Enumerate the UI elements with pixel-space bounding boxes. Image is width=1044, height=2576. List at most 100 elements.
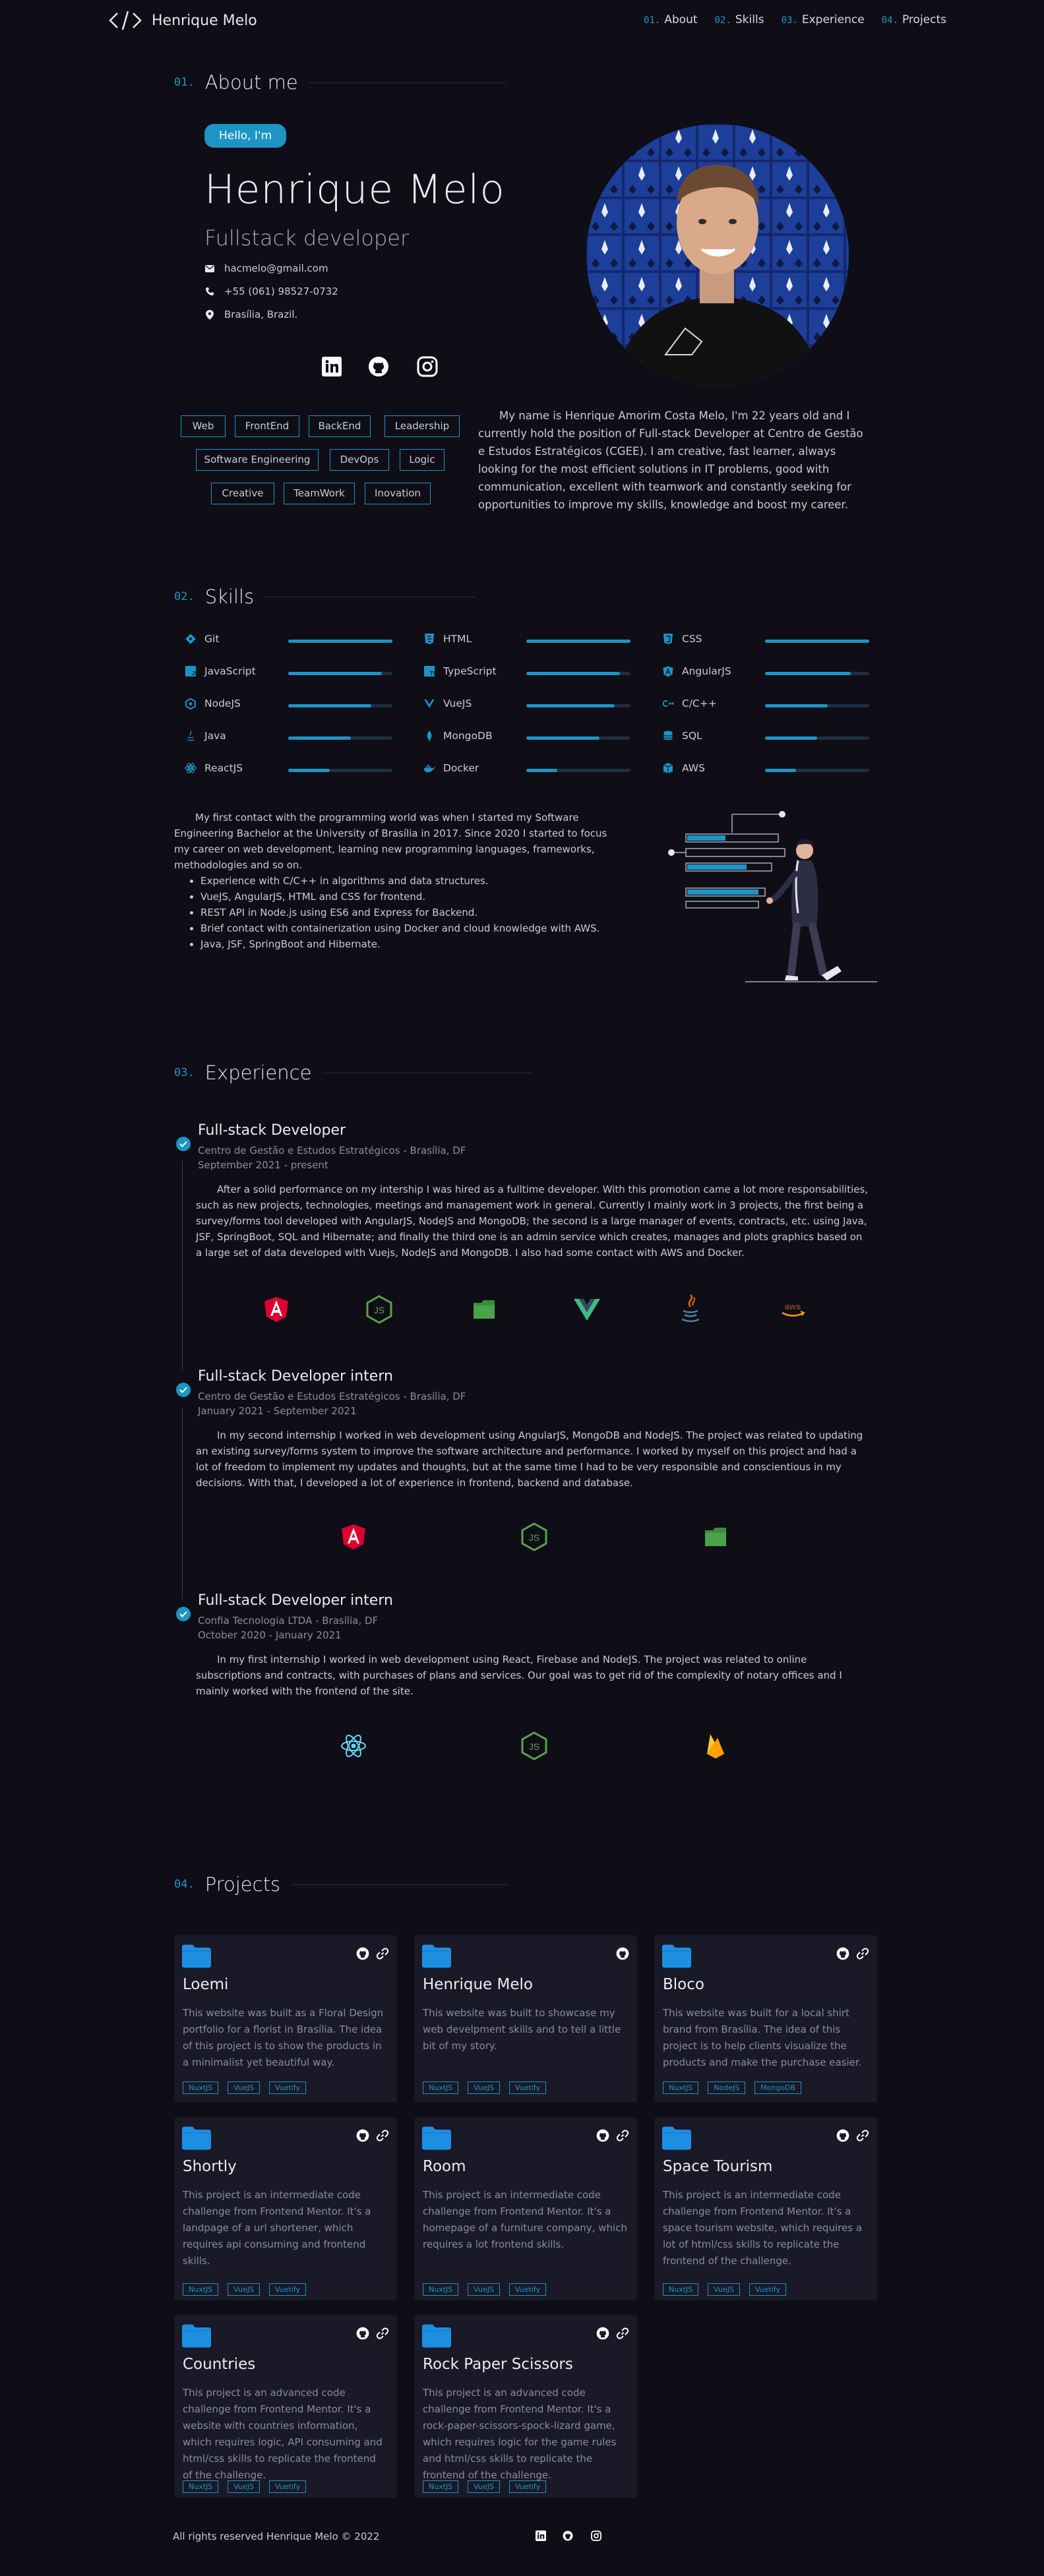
nav-skills[interactable]: 02. Skills <box>715 13 764 26</box>
skill-level-bar <box>765 736 869 740</box>
skill-label: Git <box>204 633 220 645</box>
tech-badge: VueJS <box>708 2283 740 2296</box>
tag-teamwork: TeamWork <box>284 483 355 504</box>
tech-badge: NuxtJS <box>423 2480 459 2493</box>
tech-badge: NuxtJS <box>663 2082 699 2094</box>
nav-about[interactable]: 01. About <box>644 13 698 26</box>
github-icon[interactable] <box>368 356 389 377</box>
external-link-icon[interactable] <box>616 2129 629 2145</box>
skill-level-fill <box>526 736 599 740</box>
instagram-icon[interactable] <box>417 356 438 377</box>
skill-level-fill <box>526 769 558 772</box>
hello-badge: Hello, I'm <box>204 124 287 148</box>
tech-badge: NuxtJS <box>663 2283 699 2296</box>
github-icon[interactable] <box>836 1947 849 1963</box>
linkedin-icon[interactable] <box>322 357 342 376</box>
skill-level-fill <box>765 769 797 772</box>
tag-creative: Creative <box>211 483 274 504</box>
github-icon[interactable] <box>356 2129 369 2145</box>
skill-vuejs: VueJS <box>423 698 472 709</box>
project-card[interactable]: Henrique Melo This website was built to s… <box>414 1935 637 2103</box>
skill-css: CSS <box>662 633 702 645</box>
nav-projects-num: 04. <box>881 15 898 26</box>
skill-javascript: JS JavaScript <box>185 665 256 677</box>
skill-c-c: C/C++ <box>662 698 717 709</box>
css-icon <box>662 633 674 645</box>
location-icon <box>204 309 215 320</box>
external-link-icon[interactable] <box>376 2129 389 2145</box>
project-description: This project is an intermediate code cha… <box>423 2189 627 2250</box>
nav-experience[interactable]: 03. Experience <box>782 13 865 26</box>
linkedin-icon[interactable] <box>536 2531 546 2541</box>
angular-icon <box>339 1522 368 1551</box>
typescript-icon: TS <box>423 665 435 677</box>
project-links <box>356 2129 389 2145</box>
skills-bullet: REST API in Node.js using ES6 and Expres… <box>200 905 616 920</box>
project-card[interactable]: Loemi This website was built as a Floral … <box>174 1935 397 2103</box>
tech-badge: Vuetify <box>269 2082 307 2094</box>
project-links <box>356 2327 389 2343</box>
contact-email-text: hacmelo@gmail.com <box>224 262 328 274</box>
github-icon[interactable] <box>616 1947 629 1963</box>
skill-level-bar <box>288 769 392 772</box>
skill-label: SQL <box>682 730 702 742</box>
mongodb-icon <box>423 730 435 742</box>
external-link-icon[interactable] <box>376 2327 389 2343</box>
react-icon <box>185 762 197 774</box>
nav-projects-label: Projects <box>902 13 946 26</box>
tech-badge: VueJS <box>468 2480 500 2493</box>
tag-leadership: Leadership <box>384 415 460 437</box>
angular-icon <box>662 665 674 677</box>
contact-phone[interactable]: +55 (061) 98527-0732 <box>204 285 338 297</box>
database-icon <box>662 730 674 742</box>
skill-level-bar <box>526 769 630 772</box>
project-title: Space Tourism <box>663 2158 773 2175</box>
project-card[interactable]: Countries This project is an advanced cod… <box>174 2315 397 2498</box>
project-card[interactable]: Bloco This website was built for a local … <box>654 1935 877 2103</box>
github-icon[interactable] <box>596 2129 609 2145</box>
instagram-icon[interactable] <box>591 2531 601 2541</box>
external-link-icon[interactable] <box>376 1947 389 1963</box>
project-card[interactable]: Room This project is an intermediate code… <box>414 2117 637 2300</box>
hero-name: Henrique Melo <box>204 166 505 213</box>
github-icon[interactable] <box>596 2327 609 2343</box>
project-description: This website was built as a Floral Desig… <box>183 2007 384 2068</box>
tag-web: Web <box>181 415 226 437</box>
tech-badge: NuxtJS <box>183 2283 219 2296</box>
github-icon[interactable] <box>356 1947 369 1963</box>
skill-label: TypeScript <box>443 665 497 677</box>
project-card[interactable]: Shortly This project is an intermediate c… <box>174 2117 397 2300</box>
folder-icon <box>182 2324 211 2348</box>
about-num: 01. <box>174 76 195 89</box>
skill-level-bar <box>765 640 869 643</box>
contact-email[interactable]: hacmelo@gmail.com <box>204 262 328 274</box>
svg-text:JS: JS <box>529 1741 539 1752</box>
skill-level-bar <box>526 704 630 707</box>
external-link-icon[interactable] <box>616 2327 629 2343</box>
tech-badge: Vuetify <box>749 2283 787 2296</box>
svg-text:TS: TS <box>430 671 435 676</box>
brand-logo[interactable]: Henrique Melo <box>108 9 257 32</box>
tech-badge: VueJS <box>228 2283 260 2296</box>
skill-level-bar <box>288 640 392 643</box>
skill-level-bar <box>288 672 392 675</box>
project-card[interactable]: Space Tourism This project is an intermed… <box>654 2117 877 2300</box>
nodejs-icon: JS <box>520 1731 549 1760</box>
external-link-icon[interactable] <box>856 2129 869 2145</box>
external-link-icon[interactable] <box>856 1947 869 1963</box>
about-title: About me <box>204 71 298 94</box>
footer-text: All rights reserved Henrique Melo © 2022 <box>173 2531 380 2542</box>
nav-skills-label: Skills <box>735 13 764 26</box>
skill-label: Docker <box>443 762 479 774</box>
tag-logic: Logic <box>400 449 445 471</box>
job-title: Full-stack Developer intern <box>198 1368 393 1385</box>
github-icon[interactable] <box>836 2129 849 2145</box>
nav-projects[interactable]: 04. Projects <box>882 13 946 26</box>
skill-level-fill <box>288 640 392 643</box>
github-icon[interactable] <box>356 2327 369 2343</box>
project-tech-list: NuxtJS VueJS Vuetify <box>183 2283 307 2296</box>
project-card[interactable]: Rock Paper Scissors This project is an ad… <box>414 2315 637 2498</box>
skill-level-fill <box>288 769 330 772</box>
github-icon[interactable] <box>563 2531 573 2541</box>
tech-badge: NuxtJS <box>423 2082 459 2094</box>
